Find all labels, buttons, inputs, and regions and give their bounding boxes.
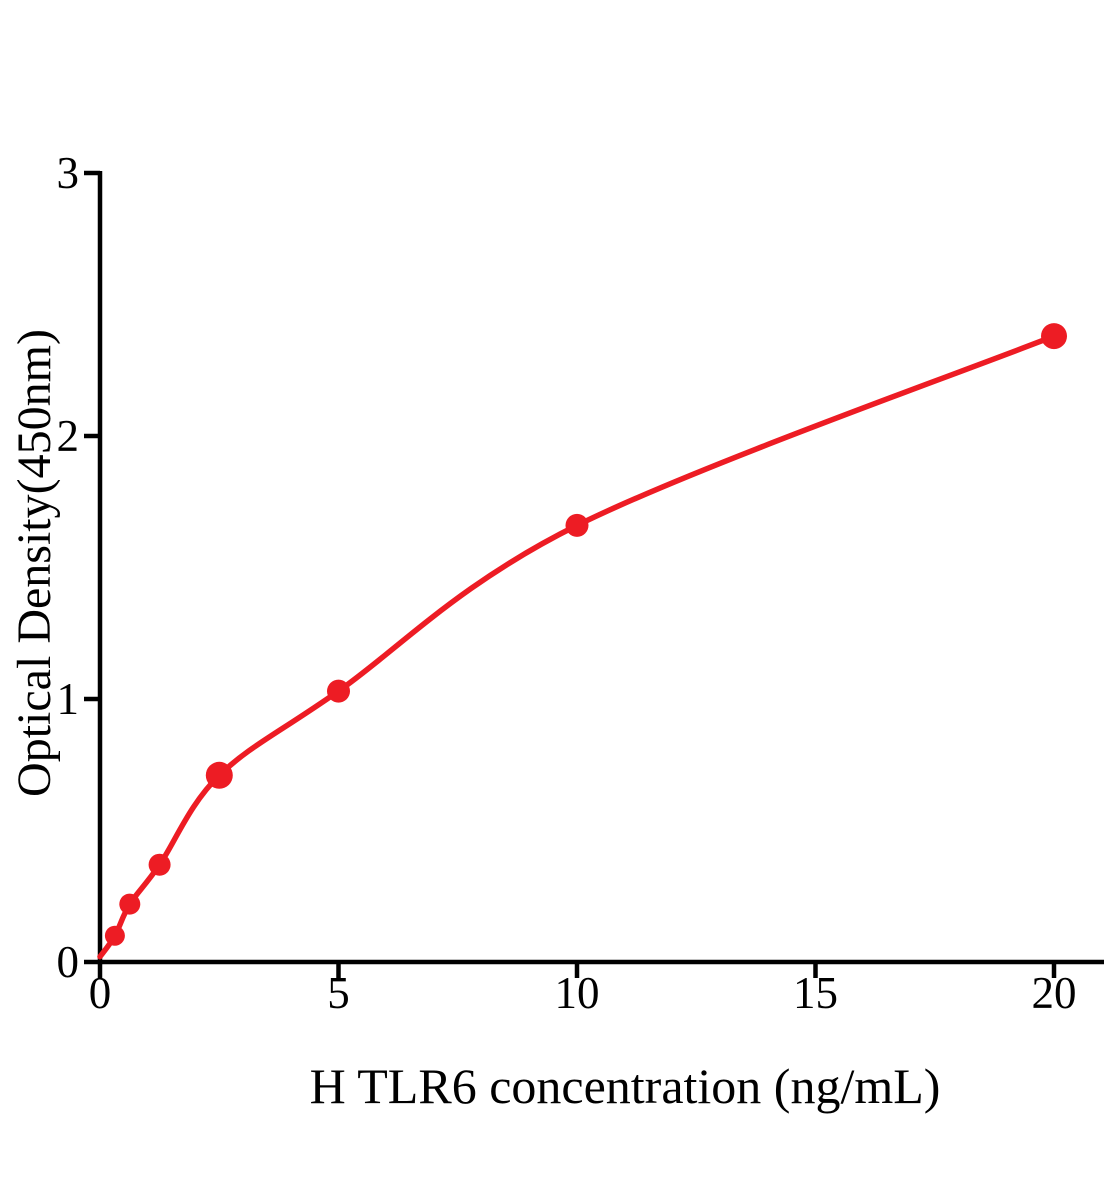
data-point xyxy=(1041,323,1067,350)
y-tick-label: 3 xyxy=(57,148,80,198)
data-point xyxy=(148,853,171,876)
x-tick-label: 5 xyxy=(327,968,350,1018)
y-tick-label: 0 xyxy=(57,937,80,987)
x-tick-label: 15 xyxy=(793,968,838,1018)
x-tick-label: 20 xyxy=(1032,968,1077,1018)
series xyxy=(97,323,1067,960)
data-point xyxy=(119,893,141,915)
data-point xyxy=(205,761,233,789)
data-point xyxy=(565,513,589,537)
y-tick-label: 2 xyxy=(57,411,80,461)
x-axis-title: H TLR6 concentration (ng/mL) xyxy=(310,1058,941,1114)
axes: 0 5 10 15 20 0 1 2 3 xyxy=(57,148,1104,1018)
x-tick-label: 10 xyxy=(555,968,600,1018)
y-axis-title: Optical Density(450nm) xyxy=(8,329,61,797)
y-tick-label: 1 xyxy=(57,674,80,724)
data-point xyxy=(327,679,350,703)
x-tick-label: 0 xyxy=(89,968,112,1018)
standard-curve-line xyxy=(97,333,1057,960)
data-point xyxy=(104,925,125,946)
